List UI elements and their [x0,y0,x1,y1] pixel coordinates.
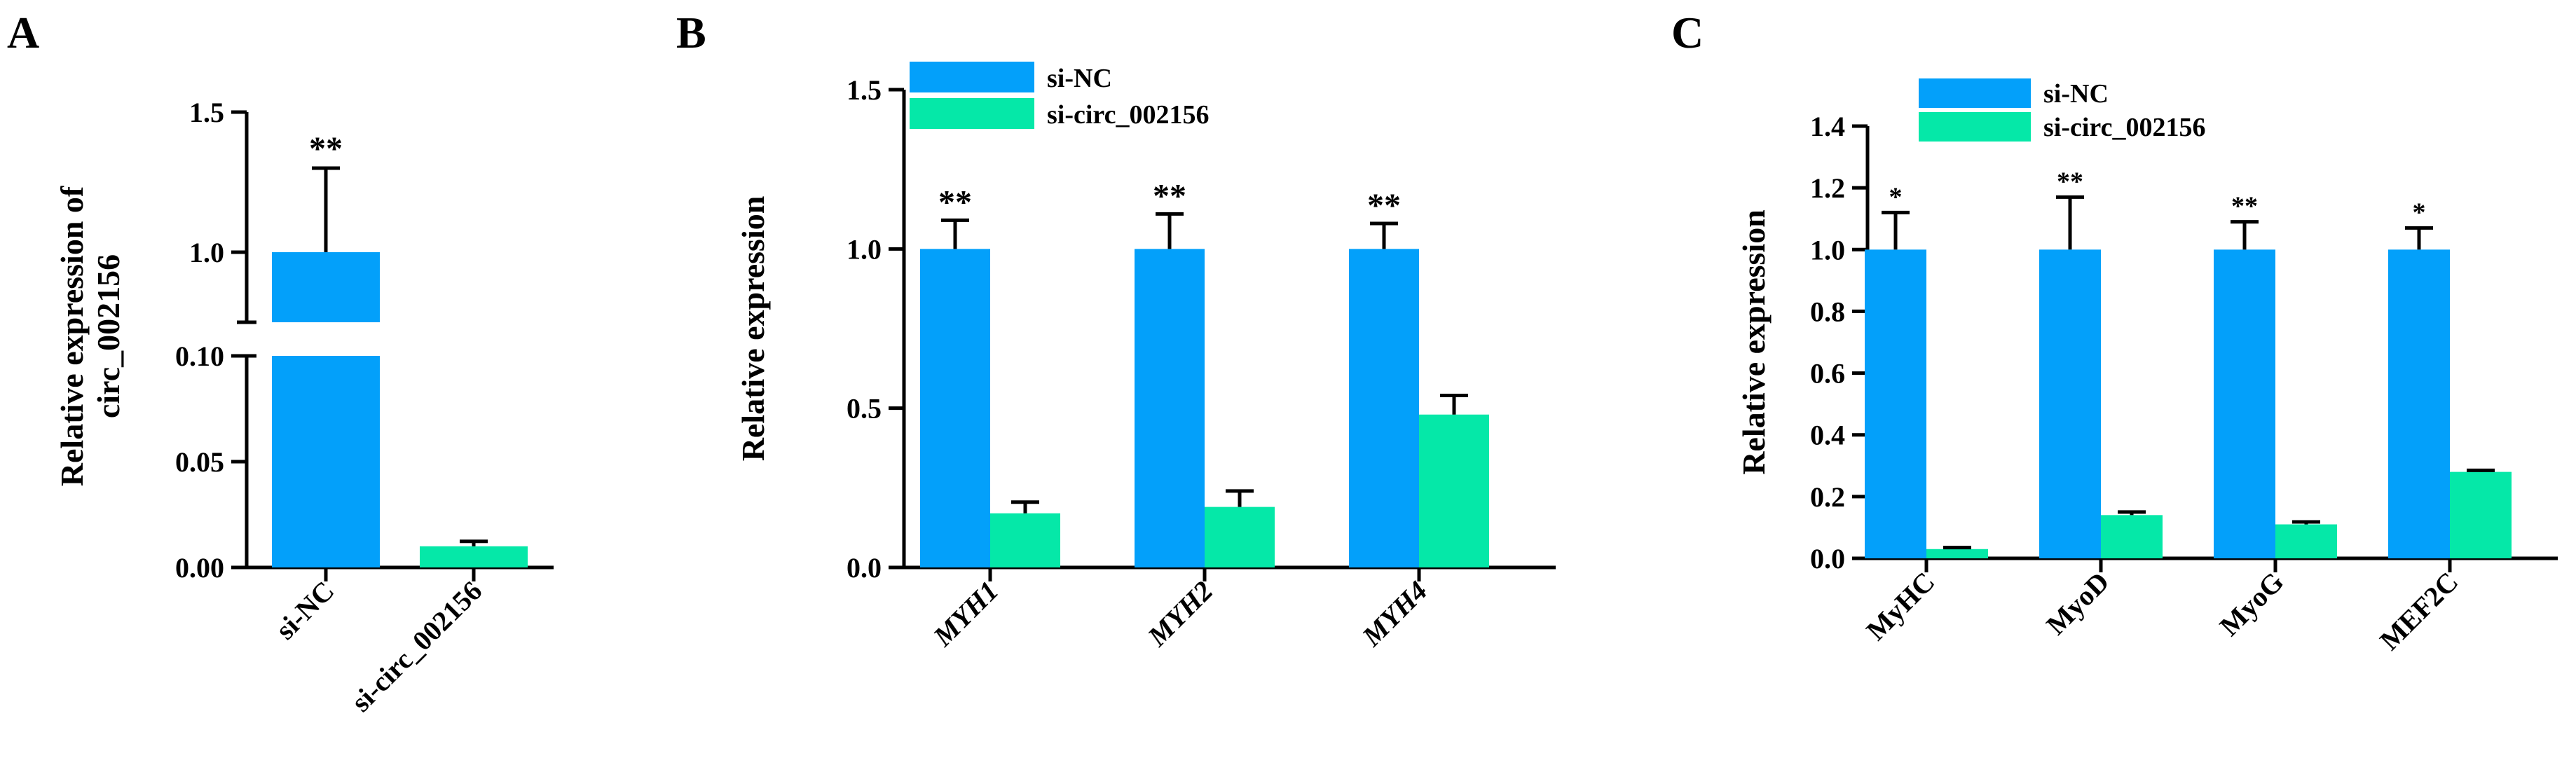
bar-MyHC-si-circ [1926,549,1988,558]
y-tick-label: 0.2 [1810,481,1845,513]
legend-swatch-si-circ [910,98,1034,129]
chart-b: 0.0 0.5 1.0 1.5 Relative expression si-NC si-c… [735,62,1556,653]
y-axis-label-line-1: Relative expression of [54,186,90,486]
y-axis-label: Relative expression [1736,209,1772,475]
x-tick-label: MyHC [1860,566,1940,647]
x-tick-label: MyoG [2214,566,2290,642]
y-tick-label: 1.4 [1810,111,1845,142]
bar-MyoG-si-nc [2214,249,2275,558]
significance-label: ** [938,184,972,221]
bar-MYH4-si-nc [1349,249,1419,567]
legend-swatch-si-nc [1919,78,2031,108]
significance-label: ** [2231,192,2258,221]
bar-si-circ_002156 [420,546,528,567]
legend-label: si-NC [2043,79,2109,109]
bar-MEF2C-si-circ [2450,471,2512,558]
y-tick-label: 1.0 [847,233,882,265]
y-tick-label: 0.0 [1810,543,1845,574]
legend-label: si-NC [1047,64,1112,93]
x-tick-label: MYH1 [926,575,1004,653]
panel-letter-c: C [1671,8,1704,57]
x-tick-label: si-circ_002156 [345,575,488,718]
panel-letter-b: B [676,8,706,57]
significance-label: * [2413,198,2426,227]
y-axis-label: Relative expression [735,196,771,462]
panel-letter-a: A [7,8,39,57]
significance-label: ** [1153,177,1186,214]
legend-label: si-circ_002156 [2043,113,2205,142]
bar-MEF2C-si-nc [2388,249,2450,558]
bar-si-NC-lower [272,356,380,567]
legend-label: si-circ_002156 [1047,100,1209,130]
significance-label: * [1889,182,1903,212]
x-tick-label: MYH4 [1355,575,1433,653]
y-tick-label: 1.0 [1810,234,1845,266]
y-tick-label: 0.4 [1810,420,1845,451]
y-tick-label: 1.0 [189,237,224,268]
y-tick-label: 0.5 [847,393,882,425]
x-tick-label: si-NC [269,575,340,646]
y-axis-label-line-2: circ_002156 [90,254,126,418]
bar-MYH1-si-circ [990,513,1060,567]
y-tick-label: 1.5 [847,74,882,106]
y-tick-label: 0.05 [175,446,224,478]
y-tick-label: 0.8 [1810,296,1845,327]
legend-swatch-si-circ [1919,112,2031,142]
bar-MYH2-si-circ [1205,506,1275,567]
significance-label: ** [309,130,343,167]
chart-c: 0.0 0.2 0.4 0.6 0.8 1.0 1.2 1.4 Relative express… [1736,78,2558,656]
bar-MYH4-si-circ [1419,414,1489,567]
chart-a: 0.00 0.05 0.10 1.0 1.5 Relative expression of… [54,97,554,718]
bar-MyHC-si-nc [1865,249,1926,558]
bar-si-NC-upper [272,252,380,322]
x-tick-label: MyoD [2040,566,2115,641]
significance-label: ** [2057,167,2083,196]
x-tick-label: MEF2C [2373,566,2464,656]
y-tick-label: 0.0 [847,552,882,584]
y-tick-label: 1.5 [189,97,224,128]
bar-MyoD-si-nc [2039,249,2101,558]
x-tick-label: MYH2 [1141,575,1219,653]
y-tick-label: 1.2 [1810,172,1845,204]
bar-MYH2-si-nc [1135,249,1205,567]
y-tick-label: 0.6 [1810,358,1845,390]
bar-MyoG-si-circ [2275,524,2337,558]
bar-MYH1-si-nc [920,249,990,567]
bar-MyoD-si-circ [2101,515,2163,558]
significance-label: ** [1367,187,1401,224]
legend-swatch-si-nc [910,62,1034,92]
y-tick-label: 0.10 [175,340,224,372]
y-tick-label: 0.00 [175,552,224,584]
